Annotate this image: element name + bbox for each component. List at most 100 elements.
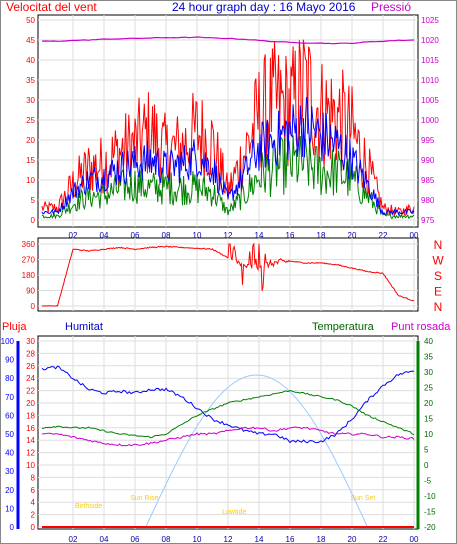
wind-x-tick: 08 — [162, 231, 171, 240]
wind-x-tick: 10 — [193, 231, 202, 240]
temperature-y-tick: 25 — [424, 384, 433, 393]
rain-y-tick: 10 — [26, 461, 35, 470]
chart-title: 24 hour graph day : 16 Mayo 2016 — [172, 0, 356, 14]
lower-x-tick: 04 — [100, 535, 109, 544]
wind-x-tick: 14 — [255, 231, 264, 240]
lower-x-tick: 02 — [69, 535, 78, 544]
pressure-y-tick: 980 — [421, 196, 435, 205]
rain-y-tick: 0 — [31, 523, 36, 532]
pressure-y-tick: 1000 — [421, 116, 439, 125]
compass-label: E — [434, 285, 442, 299]
rain-label: Pluja — [2, 321, 27, 333]
wind-x-tick: 12 — [224, 231, 233, 240]
lower-x-tick: 20 — [348, 535, 357, 544]
direction-y-tick: 180 — [22, 271, 36, 280]
lower-x-tick: 00 — [410, 535, 419, 544]
lower-x-tick: 22 — [379, 535, 388, 544]
wind-x-tick: 04 — [100, 231, 109, 240]
temperature-y-tick: -20 — [424, 523, 436, 532]
temperature-y-tick: 15 — [424, 415, 433, 424]
direction-y-tick: 90 — [26, 287, 35, 296]
wind-x-tick: 02 — [69, 231, 78, 240]
temperature-y-tick: 10 — [424, 430, 433, 439]
rain-y-tick: 22 — [26, 387, 35, 396]
pressure-y-tick: 985 — [421, 176, 435, 185]
grid-lines — [16, 15, 420, 529]
wind-x-tick: 16 — [286, 231, 295, 240]
wind-series — [41, 36, 415, 220]
pressure-y-tick: 1025 — [421, 16, 439, 25]
wind-y-tick: 45 — [26, 36, 35, 45]
humidity-label: Humitat — [65, 321, 103, 333]
lower-series: Birthside Sun Rise Lowtide Sun Set — [41, 365, 415, 528]
lower-x-tick: 16 — [286, 535, 295, 544]
rain-y-tick: 4 — [31, 498, 36, 507]
rain-y-tick: 20 — [26, 399, 35, 408]
dewpoint-label: Punt rosada — [391, 321, 451, 333]
temperature-y-tick: 30 — [424, 368, 433, 377]
pressure-y-tick: 995 — [421, 136, 435, 145]
temperature-label: Temperatura — [312, 321, 375, 333]
pressure-y-tick: 1005 — [421, 96, 439, 105]
sun-event-label: Sun Rise — [130, 495, 159, 502]
pressure-y-tick: 990 — [421, 156, 435, 165]
right-axis-title: Pressió — [371, 0, 411, 14]
rain-y-tick: 16 — [26, 424, 35, 433]
pressure-line — [41, 36, 415, 45]
temperature-line — [42, 389, 415, 439]
pressure-y-tick: 1010 — [421, 76, 439, 85]
lower-x-tick: 12 — [224, 535, 233, 544]
humidity-y-tick: 80 — [5, 374, 14, 383]
temperature-y-tick: 5 — [424, 446, 429, 455]
temperature-y-tick: 35 — [424, 353, 433, 362]
wind-y-tick: 15 — [26, 156, 35, 165]
humidity-y-tick: 30 — [5, 467, 14, 476]
temperature-y-tick: 20 — [424, 399, 433, 408]
wind-y-tick: 5 — [31, 196, 36, 205]
humidity-y-tick: 100 — [1, 337, 15, 346]
rain-y-tick: 28 — [26, 349, 35, 358]
rain-y-tick: 26 — [26, 362, 35, 371]
rain-y-tick: 30 — [26, 337, 35, 346]
direction-line — [41, 242, 415, 307]
temperature-y-tick: -10 — [424, 492, 436, 501]
humidity-y-tick: 10 — [5, 504, 14, 513]
sun-event-label: Lowtide — [222, 509, 246, 516]
compass-label: N — [434, 238, 443, 252]
direction-y-tick: 360 — [22, 240, 36, 249]
humidity-y-tick: 90 — [5, 356, 14, 365]
humidity-line — [41, 365, 415, 444]
lower-x-tick: 14 — [255, 535, 264, 544]
rain-y-tick: 18 — [26, 411, 35, 420]
rain-y-tick: 12 — [26, 449, 35, 458]
direction-y-tick: 0 — [31, 302, 36, 311]
humidity-y-tick: 70 — [5, 393, 14, 402]
sun-event-label: Birthside — [75, 503, 102, 510]
humidity-y-tick: 20 — [5, 486, 14, 495]
rain-y-tick: 8 — [31, 473, 36, 482]
lower-x-tick: 18 — [317, 535, 326, 544]
wind-x-tick: 20 — [348, 231, 357, 240]
lower-x-tick: 06 — [131, 535, 140, 544]
temperature-y-tick: -15 — [424, 508, 436, 517]
wind-x-tick: 06 — [131, 231, 140, 240]
wind-y-tick: 40 — [26, 56, 35, 65]
lower-x-tick: 08 — [162, 535, 171, 544]
humidity-y-tick: 40 — [5, 449, 14, 458]
tick-labels: 0510152025303540455097598098599099510001… — [1, 16, 445, 544]
wind-average-line — [41, 97, 415, 216]
sun-arc — [145, 374, 368, 528]
compass-label: W — [432, 254, 444, 268]
wind-y-tick: 10 — [26, 176, 35, 185]
rain-y-tick: 14 — [26, 436, 35, 445]
sun-event-label: Sun Set — [350, 495, 375, 502]
rain-y-tick: 24 — [26, 374, 35, 383]
wind-x-tick: 18 — [317, 231, 326, 240]
temperature-y-tick: 0 — [424, 461, 429, 470]
wind-y-tick: 20 — [26, 136, 35, 145]
temperature-y-tick: 40 — [424, 337, 433, 346]
wind-y-tick: 35 — [26, 76, 35, 85]
humidity-y-tick: 60 — [5, 411, 14, 420]
wind-x-tick: 22 — [379, 231, 388, 240]
temperature-y-tick: -5 — [424, 477, 432, 486]
